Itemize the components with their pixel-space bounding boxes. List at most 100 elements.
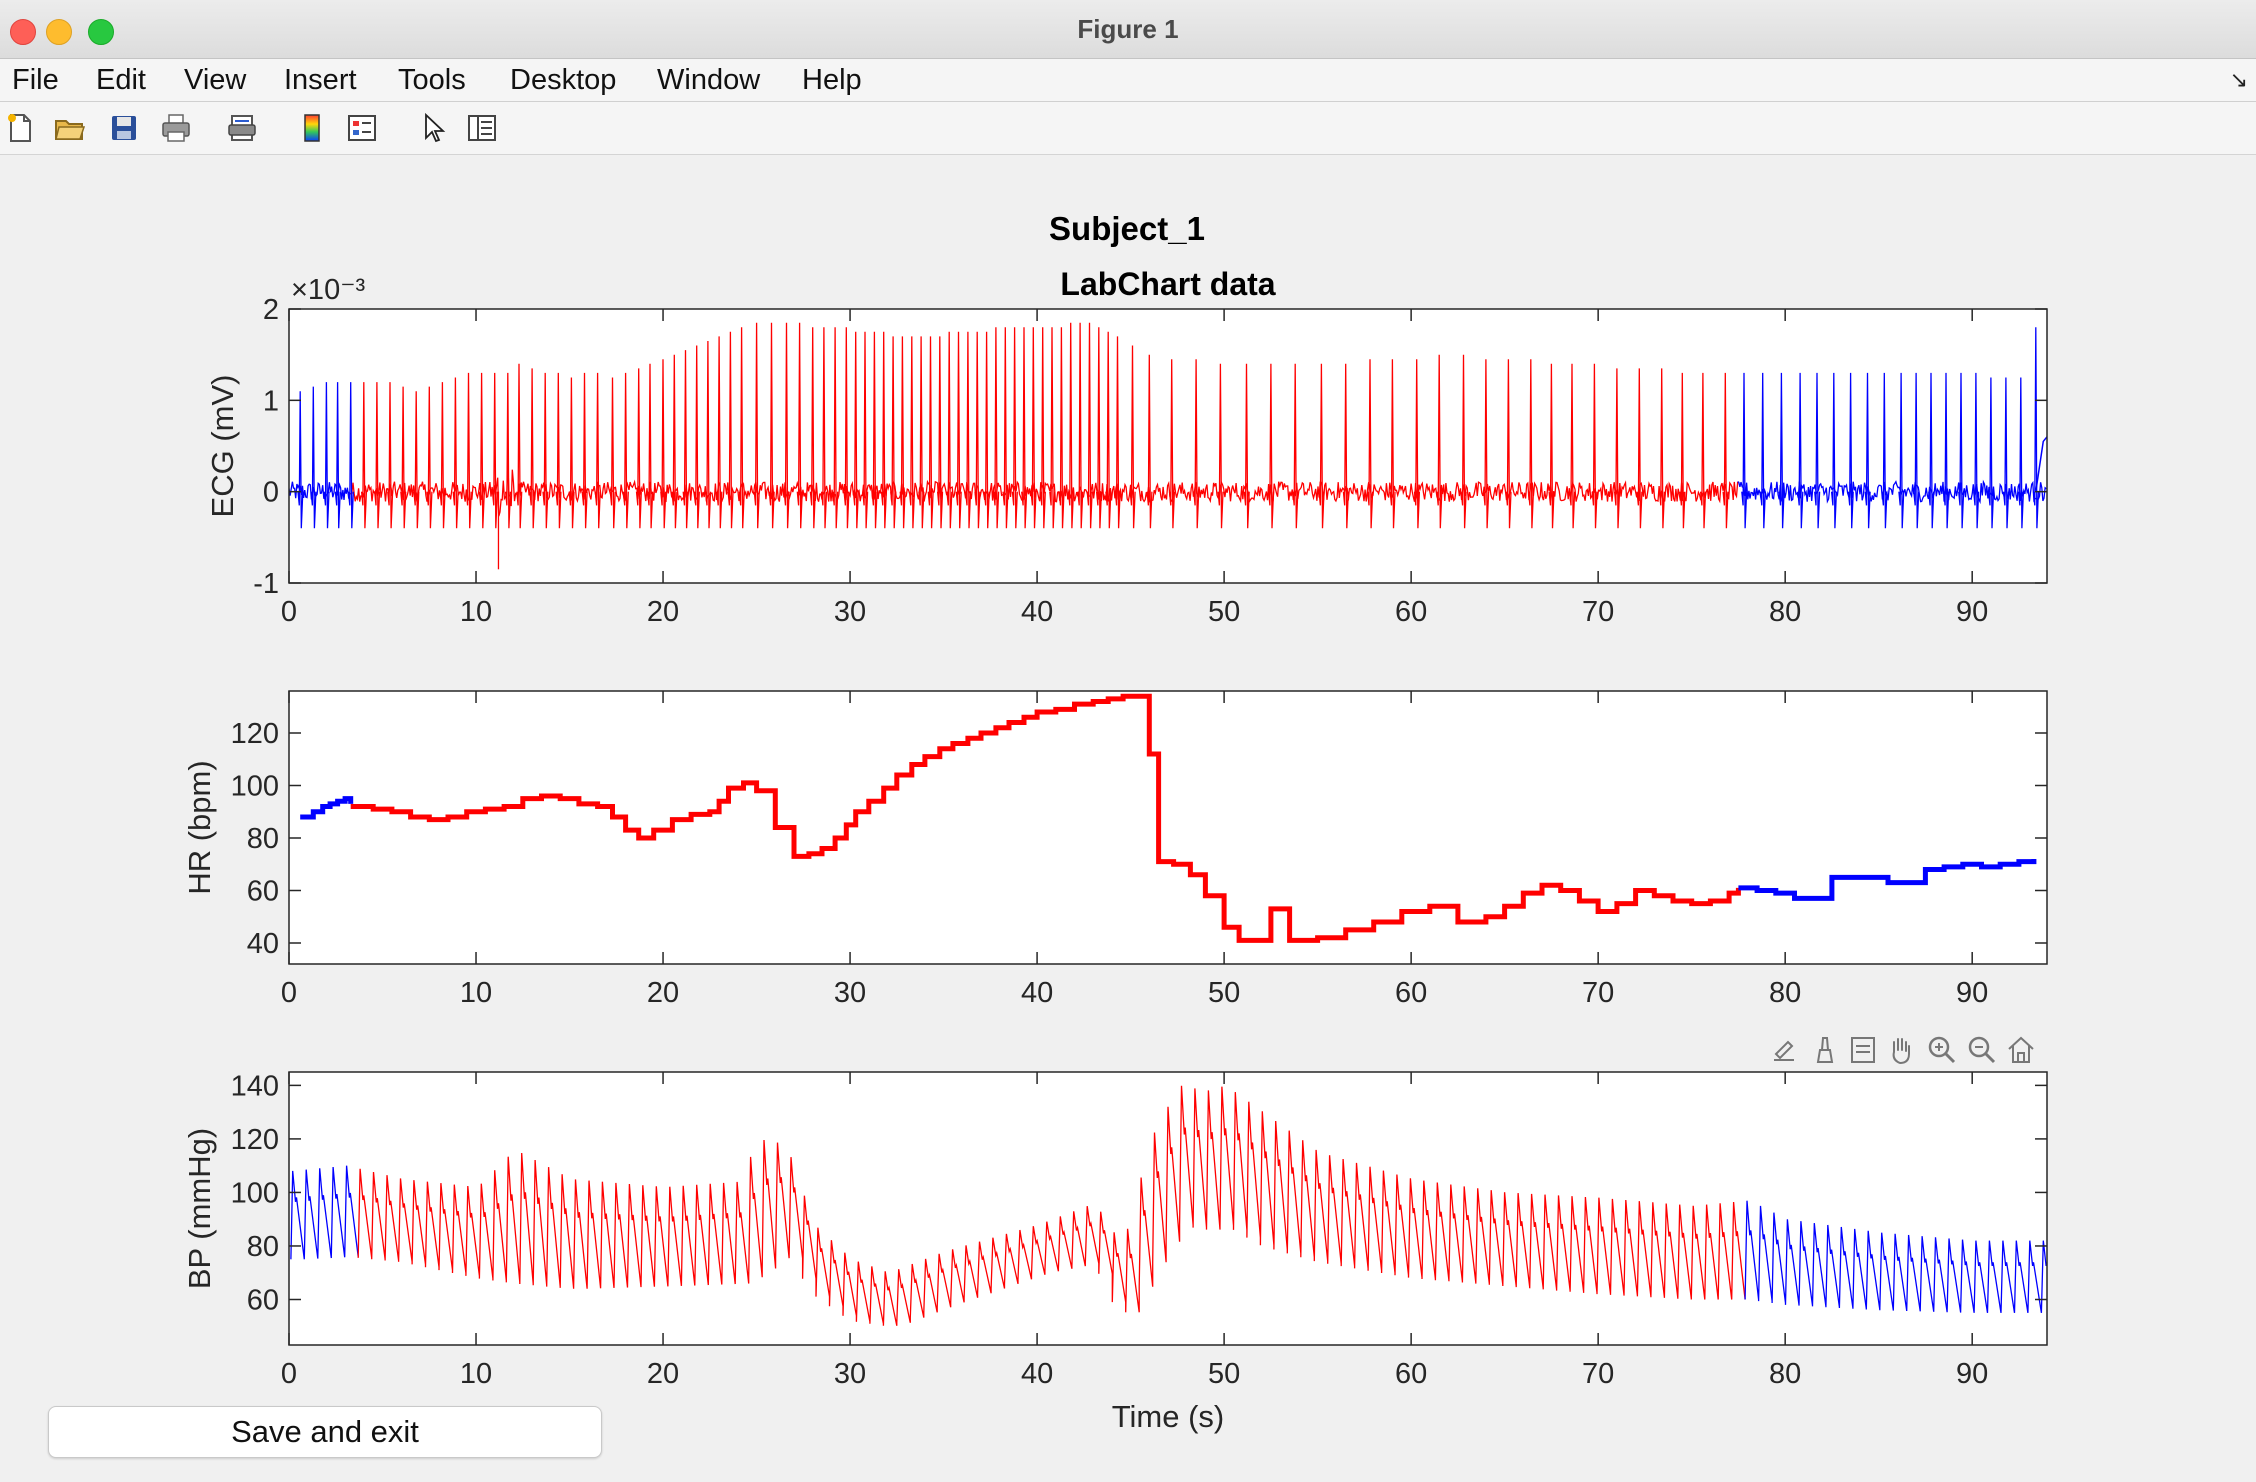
ecg-beat (555, 372, 562, 529)
ecg-beat (946, 331, 953, 529)
ecg-beat (1913, 372, 1920, 529)
ecg-beat (993, 327, 1000, 529)
menu-help[interactable]: Help (802, 64, 862, 96)
ecg-beat (542, 372, 549, 529)
menu-tools[interactable]: Tools (398, 64, 466, 96)
pan-icon[interactable] (1892, 1038, 1910, 1065)
new-figure-icon[interactable] (4, 112, 36, 144)
ecg-tail (2035, 436, 2047, 492)
menu-desktop[interactable]: Desktop (510, 64, 617, 96)
ecg-beat (727, 331, 734, 529)
ecg-beat (1243, 363, 1250, 529)
ecg-beat (1898, 372, 1905, 529)
x-tick-label: 10 (460, 1358, 492, 1390)
ecg-beat (1030, 327, 1037, 529)
ecg-beat (1067, 322, 1075, 529)
ecg-beat (753, 322, 760, 529)
ecg-beat (1527, 359, 1535, 529)
x-tick-label: 90 (1956, 1358, 1988, 1390)
ecg-beat (1722, 372, 1729, 529)
figure-suptitle: Subject_1 (1049, 210, 1205, 247)
print-preview-icon[interactable] (226, 112, 258, 144)
open-file-icon[interactable] (54, 112, 86, 144)
x-tick-label: 10 (460, 977, 492, 1009)
hr-series-0 (300, 796, 354, 820)
ecg-beat (1759, 372, 1766, 529)
ecg-beat (1548, 363, 1555, 529)
menu-window[interactable]: Window (657, 64, 761, 96)
ecg-beat (1679, 372, 1686, 529)
property-inspector-icon[interactable] (466, 112, 498, 144)
ecg-beat (974, 331, 981, 529)
pointer-icon[interactable] (418, 112, 450, 144)
ecg-beat (1193, 359, 1200, 529)
figure-toolbar (0, 102, 2256, 155)
datatip-icon[interactable] (1851, 1037, 1875, 1063)
y-exponent-label: ×10⁻³ (291, 274, 365, 306)
menu-view[interactable]: View (184, 64, 247, 96)
ecg-trace (1737, 479, 2047, 505)
ecg-beat (918, 336, 925, 529)
menu-insert[interactable]: Insert (284, 64, 357, 96)
ecg-beat (452, 377, 459, 529)
window-close-button[interactable] (10, 19, 36, 45)
colorbar-icon[interactable] (296, 112, 328, 144)
ecg-beat (1987, 377, 1995, 529)
x-axis-label: Time (s) (1112, 1399, 1225, 1434)
ecg-beat (1436, 354, 1443, 529)
x-tick-label: 90 (1956, 596, 1988, 628)
ecg-beat (1292, 363, 1299, 529)
ecg-beat (1569, 363, 1576, 529)
legend-icon[interactable] (346, 112, 378, 144)
ecg-beat (1613, 368, 1621, 529)
ecg-beat (716, 336, 723, 529)
menu-file[interactable]: File (12, 64, 59, 96)
print-icon[interactable] (160, 112, 192, 144)
dock-arrow-icon[interactable]: ↘ (2229, 67, 2248, 92)
ecg-beat (635, 368, 642, 529)
ecg-beat (820, 327, 828, 529)
x-tick-label: 40 (1021, 596, 1053, 628)
window-maximize-button[interactable] (88, 19, 114, 45)
menu-edit[interactable]: Edit (96, 64, 146, 96)
x-tick-label: 0 (281, 596, 297, 628)
x-tick-label: 50 (1208, 977, 1240, 1009)
ecg-beat (465, 372, 472, 529)
window-minimize-button[interactable] (46, 19, 72, 45)
y-tick-label: 100 (231, 771, 279, 803)
y-tick-label: 80 (247, 823, 279, 855)
hr-axes[interactable]: 0 10 20 30 40 50 60 70 80 90 40 60 80 100 120 HR (bpm) (182, 690, 2048, 1009)
bp-axes[interactable]: 0 10 20 30 40 50 60 70 80 90 60 80 100 120 140 BP (mmHg… (182, 1070, 2055, 1434)
ecg-beat (310, 386, 317, 529)
hr-series-1 (350, 693, 1741, 943)
ecg-beat (1367, 359, 1374, 529)
zoom-in-icon[interactable] (1928, 1036, 1956, 1064)
data-layer (290, 1085, 2047, 1326)
ecg-beat (1129, 345, 1136, 529)
ecg-beat (1002, 327, 1009, 529)
zoom-out-icon[interactable] (1968, 1036, 1996, 1064)
export-icon[interactable] (1774, 1040, 1794, 1061)
save-and-exit-button[interactable]: Save and exit (48, 1406, 602, 1458)
ecg-beat (862, 331, 869, 529)
ecg-beat (1699, 372, 1707, 529)
figure-canvas: Subject_1 0 10 20 30 40 50 60 70 80 90 -1 0 1 2 ECG (m… (0, 155, 2256, 1482)
ecg-beat (1658, 368, 1666, 529)
bp-trace (1744, 1200, 2047, 1314)
x-tick-label: 60 (1395, 596, 1427, 628)
x-tick-label: 50 (1208, 1358, 1240, 1390)
ecg-beat (660, 359, 667, 529)
x-tick-label: 20 (647, 1358, 679, 1390)
ecg-beat (1483, 359, 1490, 529)
ecg-beat (581, 372, 588, 529)
hr-series-2 (1738, 859, 2037, 901)
axes-toolbar (1774, 1036, 2034, 1065)
x-tick-label: 60 (1395, 977, 1427, 1009)
home-icon[interactable] (2008, 1036, 2034, 1063)
ecg-beat (594, 372, 601, 529)
ecg-beat (2017, 377, 2025, 529)
brush-icon[interactable] (1816, 1037, 1834, 1063)
axes-background (289, 309, 2047, 583)
save-icon[interactable] (108, 112, 140, 144)
